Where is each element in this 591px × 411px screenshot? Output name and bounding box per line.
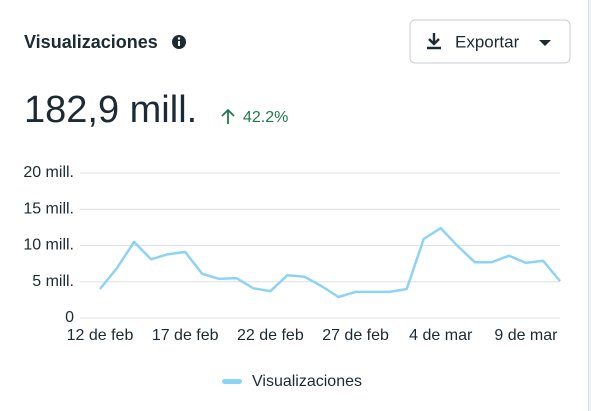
y-tick-label: 10 mill. <box>23 237 74 254</box>
y-tick-label: 20 mill. <box>23 164 74 181</box>
x-tick-label: 22 de feb <box>237 327 304 344</box>
line-series <box>99 226 561 299</box>
total-value: 182,9 mill. <box>24 89 197 131</box>
x-tick-label: 27 de feb <box>322 327 389 344</box>
y-tick-label: 15 mill. <box>23 200 74 217</box>
card-title: Visualizaciones <box>24 32 158 52</box>
change-value: 42.2% <box>243 109 288 126</box>
x-tick-label: 9 de mar <box>494 327 558 344</box>
x-tick-label: 17 de feb <box>152 327 219 344</box>
info-icon <box>172 35 186 49</box>
button-label[interactable]: Exportar <box>455 32 520 51</box>
export-button[interactable]: Exportar <box>409 19 571 64</box>
legend-swatch <box>222 379 242 384</box>
legend-label: Visualizaciones <box>252 373 362 390</box>
y-tick-label: 5 mill. <box>32 273 74 290</box>
x-tick-label: 4 de mar <box>409 327 473 344</box>
x-tick-label: 12 de feb <box>67 327 134 344</box>
up-arrow <box>221 108 235 124</box>
y-tick-label: 0 <box>65 309 74 326</box>
